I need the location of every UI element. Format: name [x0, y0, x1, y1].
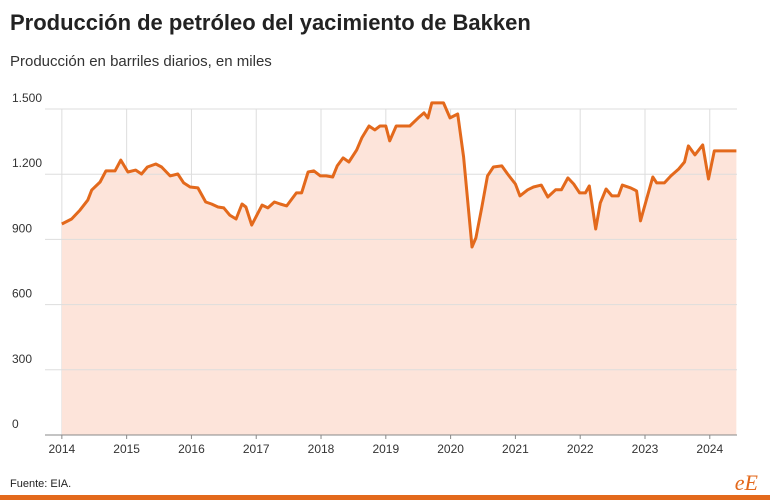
y-tick-label: 600: [12, 287, 32, 301]
chart-subtitle: Producción en barriles diarios, en miles: [10, 53, 272, 70]
chart-title: Producción de petróleo del yacimiento de…: [10, 10, 531, 35]
y-tick-label: 300: [12, 352, 32, 366]
x-tick-label: 2021: [502, 442, 529, 456]
y-tick-label: 1.200: [12, 156, 42, 170]
x-tick-label: 2018: [308, 442, 335, 456]
y-tick-label: 900: [12, 221, 32, 235]
line: [61, 101, 737, 249]
x-tick-label: 2016: [178, 442, 205, 456]
x-tick-label: 2024: [696, 442, 723, 456]
y-tick-label: 1.500: [12, 91, 42, 105]
x-tick-label: 2019: [372, 442, 399, 456]
logo: eE: [735, 470, 759, 495]
area: [61, 102, 737, 436]
x-tick-label: 2023: [632, 442, 659, 456]
x-tick-label: 2020: [437, 442, 464, 456]
y-tick-label: 0: [12, 417, 19, 431]
footer-bar: [0, 495, 770, 500]
x-tick-label: 2015: [113, 442, 140, 456]
x-tick-label: 2022: [567, 442, 594, 456]
source: Fuente: EIA.: [10, 478, 71, 490]
x-tick-label: 2014: [48, 442, 75, 456]
x-tick-label: 2017: [243, 442, 270, 456]
